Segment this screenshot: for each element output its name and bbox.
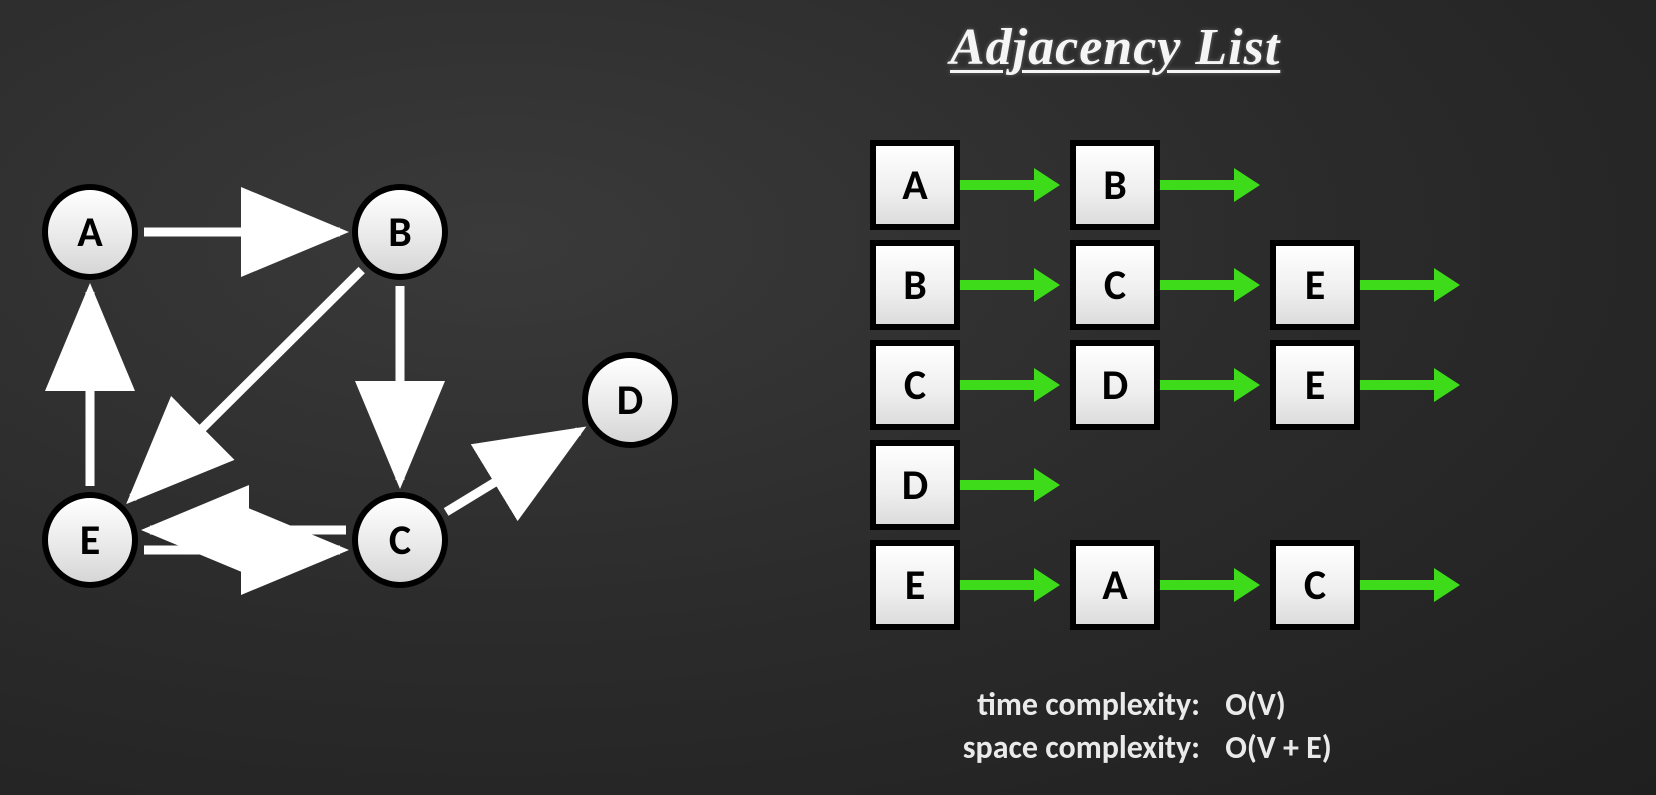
space-complexity-value: O(V + E) — [1225, 728, 1332, 767]
adj-arrow-icon — [960, 480, 1038, 490]
space-complexity-line: space complexity: O(V + E) — [910, 728, 1332, 767]
graph-edge-c-d — [446, 431, 579, 512]
adj-head-box-e: E — [870, 540, 960, 630]
adj-row-e: EAC — [870, 540, 1570, 640]
adjacency-list-panel: ABBCECDEDEAC — [870, 140, 1570, 640]
adj-arrow-icon — [1360, 280, 1438, 290]
adj-list-box-c: C — [1070, 240, 1160, 330]
adj-list-box-c: C — [1270, 540, 1360, 630]
adj-list-box-d: D — [1070, 340, 1160, 430]
graph-node-b: B — [352, 184, 448, 280]
adj-row-a: AB — [870, 140, 1570, 240]
adj-arrow-icon — [1160, 280, 1238, 290]
adj-row-b: BCE — [870, 240, 1570, 340]
graph-panel: A B C D E — [0, 0, 828, 795]
adj-list-box-b: B — [1070, 140, 1160, 230]
time-complexity-line: time complexity: O(V) — [910, 685, 1286, 724]
time-complexity-value: O(V) — [1225, 685, 1286, 724]
adj-head-box-d: D — [870, 440, 960, 530]
diagram-title: Adjacency List — [950, 18, 1280, 77]
adj-arrow-icon — [1360, 380, 1438, 390]
adj-row-c: C D E — [870, 340, 1570, 440]
adj-list-box-a: A — [1070, 540, 1160, 630]
adj-list-box-e: E — [1270, 340, 1360, 430]
adj-arrow-icon — [960, 180, 1038, 190]
adj-arrow-icon — [960, 580, 1038, 590]
adj-arrow-icon — [1360, 580, 1438, 590]
adj-row-d: D — [870, 440, 1570, 540]
adj-head-box-b: B — [870, 240, 960, 330]
adj-arrow-icon — [1160, 380, 1238, 390]
graph-edge-b-e — [133, 270, 362, 498]
graph-node-e: E — [42, 492, 138, 588]
adj-arrow-icon — [1160, 580, 1238, 590]
graph-node-d: D — [582, 352, 678, 448]
graph-node-a: A — [42, 184, 138, 280]
adj-arrow-icon — [960, 280, 1038, 290]
adj-arrow-icon — [1160, 180, 1238, 190]
graph-edges-svg — [0, 0, 828, 795]
adj-head-box-a: A — [870, 140, 960, 230]
adj-list-box-e: E — [1270, 240, 1360, 330]
graph-node-c: C — [352, 492, 448, 588]
space-complexity-label: space complexity: — [910, 728, 1200, 767]
adj-head-box-c: C — [870, 340, 960, 430]
adj-arrow-icon — [960, 380, 1038, 390]
time-complexity-label: time complexity: — [910, 685, 1200, 724]
